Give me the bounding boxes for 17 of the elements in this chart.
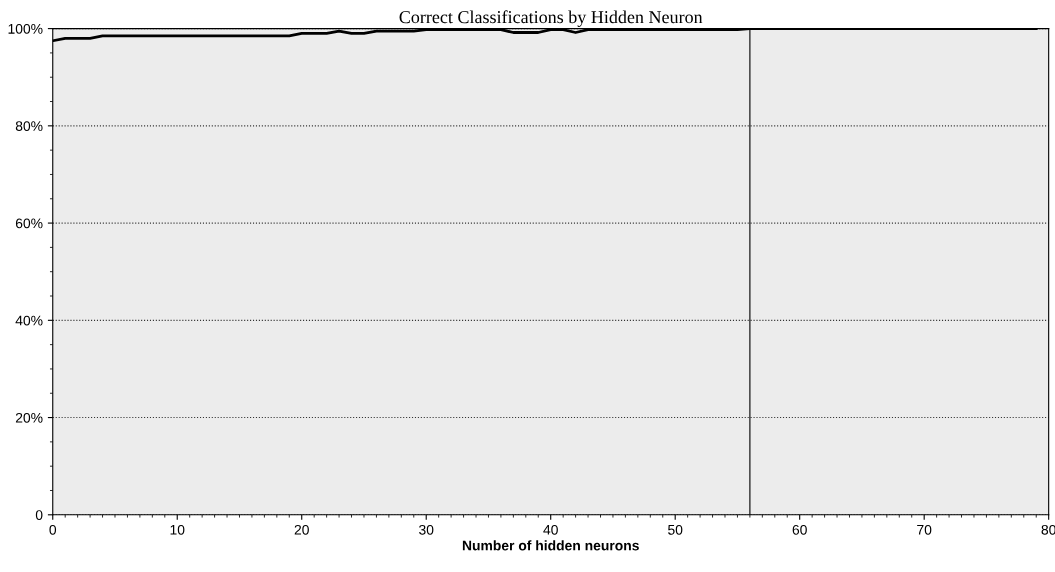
y-tick-label: 20% xyxy=(15,412,43,423)
x-tick-label: 10 xyxy=(170,524,185,535)
y-tick-label: 80% xyxy=(15,121,43,132)
x-tick-label: 20 xyxy=(294,524,309,535)
x-axis-title: Number of hidden neurons xyxy=(462,540,639,551)
y-tick-label: 40% xyxy=(15,315,43,326)
x-tick-label: 70 xyxy=(917,524,932,535)
x-tick-label: 30 xyxy=(419,524,434,535)
x-tick-label: 50 xyxy=(668,524,683,535)
y-tick-label: 60% xyxy=(15,218,43,229)
chart-title: Correct Classifications by Hidden Neuron xyxy=(399,10,703,27)
x-tick-label: 0 xyxy=(49,524,57,535)
y-tick-label: 0 xyxy=(35,510,43,520)
y-tick-label: 100% xyxy=(8,23,43,34)
x-tick-label: 40 xyxy=(543,524,558,535)
x-tick-label: 60 xyxy=(792,524,807,535)
x-tick-label: 80 xyxy=(1041,524,1055,535)
